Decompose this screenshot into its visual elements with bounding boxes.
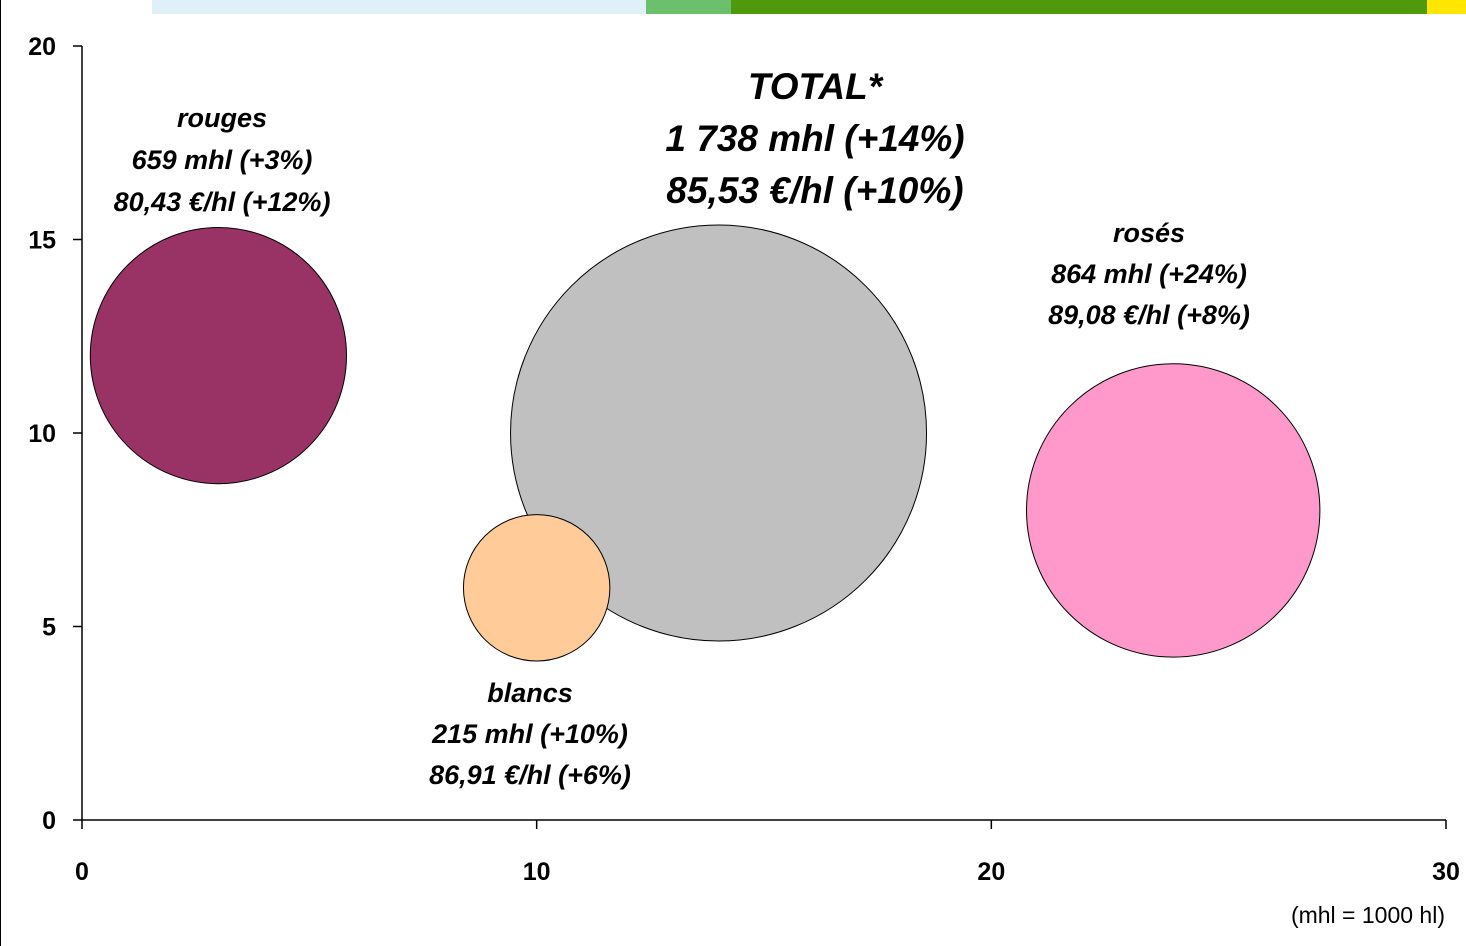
header-band [152,0,1466,14]
bubble-blancs [462,514,611,662]
y-tick-label: 20 [28,33,56,61]
header-band-segment [646,0,731,14]
bubbles [89,224,1321,662]
bubble-label-total: 85,53 €/hl (+10%) [666,170,963,211]
y-tick-label: 0 [42,807,56,835]
bubble-label-roses: 864 mhl (+24%) [1051,259,1247,289]
bubble-roses [1026,363,1321,658]
x-tick-label: 10 [523,858,551,886]
header-band-segment [1427,0,1466,14]
bubble-label-blancs: 86,91 €/hl (+6%) [429,760,631,790]
bubble-label-blancs: 215 mhl (+10%) [431,719,628,749]
bubble-total [510,224,928,642]
x-tick-label: 0 [75,858,89,886]
x-tick-label: 20 [977,858,1005,886]
y-tick-label: 15 [28,227,56,255]
y-tick-label: 10 [28,420,56,448]
bubble-label-total: TOTAL* [748,66,884,107]
bubble-label-roses: rosés [1113,218,1185,248]
axes: 0 10 20 30 0 5 10 15 20 [28,33,1460,886]
x-tick-label: 30 [1432,858,1460,886]
bubble-label-rouges: rouges [177,103,267,133]
bubble-label-blancs: blancs [487,678,573,708]
bubble-label-total: 1 738 mhl (+14%) [665,118,964,159]
x-ticks: 0 10 20 30 [75,820,1460,886]
header-band-segment [152,0,646,14]
unit-note: (mhl = 1000 hl) [1291,902,1445,928]
bubble-label-rouges: 80,43 €/hl (+12%) [114,187,331,217]
y-ticks: 0 5 10 15 20 [28,33,82,835]
bubble-rouges [89,227,347,485]
bubble-label-rouges: 659 mhl (+3%) [132,145,313,175]
y-tick-label: 5 [42,614,56,642]
header-band-segment [731,0,1427,14]
bubble-labels: rouges 659 mhl (+3%) 80,43 €/hl (+12%) TOTA… [114,66,1250,790]
bubble-label-roses: 89,08 €/hl (+8%) [1048,300,1250,330]
